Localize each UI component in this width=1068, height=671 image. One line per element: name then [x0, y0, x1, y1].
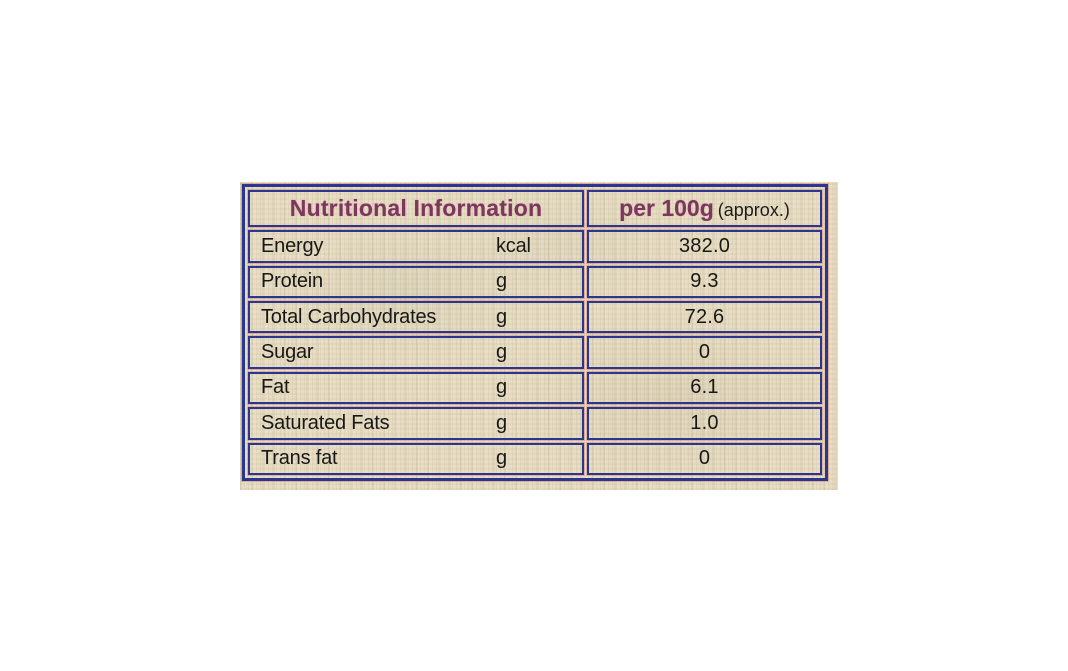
table-row: Saturated Fats g 1.0 [248, 407, 822, 440]
nutrient-unit: g [496, 411, 507, 434]
nutrient-value: 9.3 [587, 265, 822, 298]
nutrient-value: 6.1 [587, 371, 822, 405]
nutrient-name: Fat [261, 376, 290, 399]
nutrient-name: Trans fat [261, 447, 338, 470]
nutrient-name: Total Carbohydrates [261, 305, 437, 328]
nutrient-unit: kcal [496, 234, 531, 257]
nutrient-value: 0 [587, 336, 822, 369]
header-nutritional-information: Nutritional Information [248, 190, 584, 228]
nutrient-unit: g [496, 341, 507, 364]
nutrient-name: Saturated Fats [261, 411, 390, 434]
table-row: Fat g 6.1 [248, 371, 822, 405]
nutrient-value: 0 [587, 442, 822, 475]
nutrient-unit: g [496, 376, 507, 399]
nutrient-unit: g [496, 270, 507, 293]
table-header-row: Nutritional Information per 100g (approx.… [248, 190, 822, 228]
table-row: Protein g 9.3 [248, 265, 822, 298]
per-100g-label: per 100g [619, 195, 714, 222]
table-row: Sugar g 0 [248, 336, 822, 369]
approx-note: (approx.) [717, 200, 790, 221]
header-per-100g: per 100g (approx.) [587, 190, 822, 228]
nutrient-name: Protein [261, 270, 323, 293]
nutrient-value: 72.6 [587, 300, 822, 334]
nutrient-unit: g [496, 447, 507, 470]
nutrition-table: Nutritional Information per 100g (approx.… [242, 184, 828, 481]
table-row: Energy kcal 382.0 [248, 230, 822, 263]
nutrient-name: Energy [261, 234, 324, 257]
nutrition-label-photo: Nutritional Information per 100g (approx.… [240, 182, 838, 490]
nutrient-value: 1.0 [587, 407, 822, 440]
table-row: Total Carbohydrates g 72.6 [248, 300, 822, 334]
nutrient-name: Sugar [261, 341, 314, 364]
nutrient-unit: g [496, 305, 507, 328]
nutrient-value: 382.0 [587, 230, 822, 263]
table-row: Trans fat g 0 [248, 442, 822, 475]
